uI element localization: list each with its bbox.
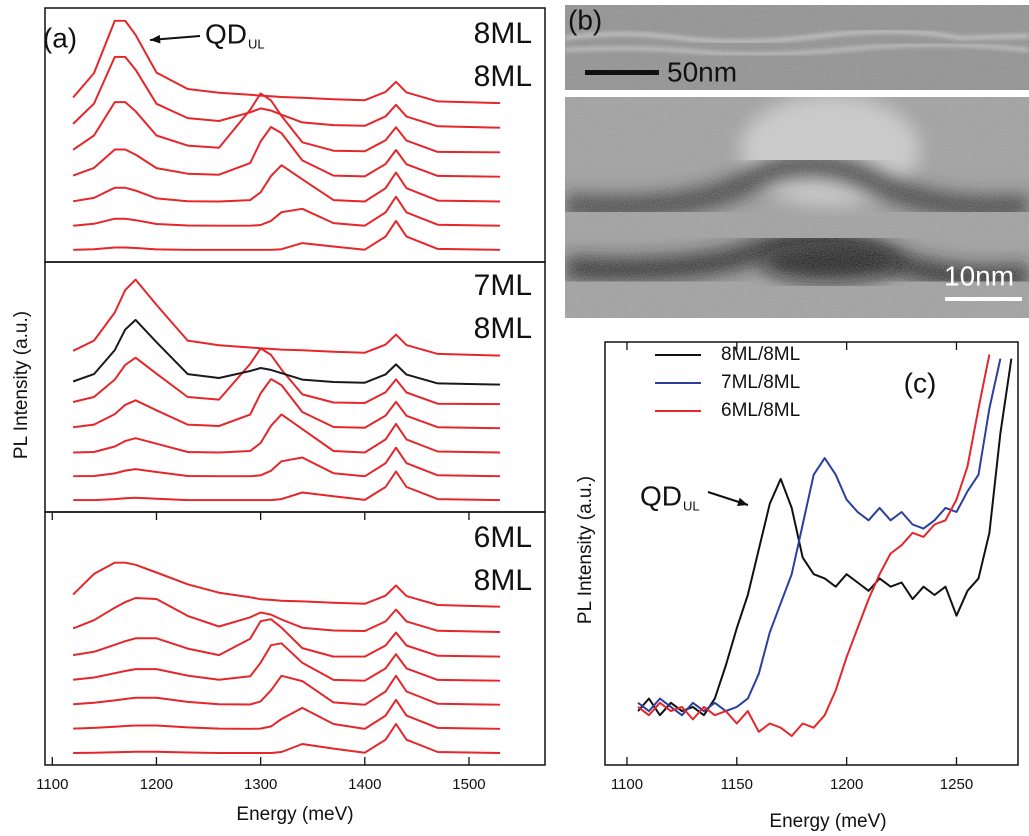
x-tick-label: 1100: [611, 776, 643, 793]
annotation-subscript: UL: [248, 36, 265, 51]
spectrum-line: [73, 414, 500, 452]
panel-label: (a): [43, 22, 77, 53]
x-tick-label: 1100: [36, 776, 68, 793]
spectrum-line: [638, 354, 989, 736]
layer-label: 8ML: [474, 564, 532, 597]
scale-label: 50nm: [667, 56, 737, 87]
x-tick-label: 1250: [940, 776, 973, 793]
x-tick-label: 1200: [830, 776, 863, 793]
spectrum-line: [73, 598, 500, 632]
spectrum-line: [73, 21, 500, 103]
panel-label: (b): [568, 4, 602, 35]
legend-label: 7ML/8ML: [721, 372, 800, 393]
layer-label: 6ML: [474, 521, 532, 554]
x-tick-label: 1200: [140, 776, 173, 793]
tem-image-top: [565, 5, 1029, 90]
plot-frame: [44, 511, 546, 766]
x-axis-label: Energy (meV): [236, 804, 353, 825]
tem-image-bottom: [565, 97, 1029, 318]
y-axis-label: PL Intensity (a.u.): [11, 311, 32, 459]
x-tick-label: 1500: [452, 776, 485, 793]
layer-label: 8ML: [474, 60, 532, 93]
scale-bar: [585, 70, 659, 75]
spectrum-line: [73, 724, 500, 753]
x-tick-label: 1400: [348, 776, 381, 793]
annotation: QD: [205, 18, 247, 49]
spectrum-line: [73, 221, 500, 250]
spectrum-line: [73, 197, 500, 226]
spectrum-line: [73, 93, 500, 152]
scale-label: 10nm: [944, 260, 1014, 291]
plot-frame: [44, 7, 546, 263]
spectrum-line: [73, 127, 500, 177]
layer-label: 8ML: [474, 312, 532, 345]
spectrum-line: [73, 700, 500, 729]
annotation: QD: [640, 480, 682, 511]
spectrum-line: [73, 676, 500, 705]
legend-label: 8ML/8ML: [721, 344, 800, 365]
x-tick-label: 1150: [721, 776, 753, 793]
plot-frame: [604, 341, 1019, 766]
spectrum-line: [73, 57, 500, 128]
spectrum-line: [73, 643, 500, 680]
x-tick-label: 1300: [244, 776, 277, 793]
spectrum-line: [73, 448, 500, 477]
layer-label: 8ML: [474, 17, 532, 50]
panel-label: (c): [904, 367, 937, 398]
legend-label: 6ML/8ML: [721, 400, 800, 421]
annotation-subscript: UL: [683, 498, 700, 513]
spectrum-line: [73, 379, 500, 428]
x-axis-label: Energy (meV): [769, 811, 886, 832]
spectrum-line: [73, 348, 500, 404]
spectrum-line: [638, 359, 1011, 716]
annotation-arrowhead: [150, 34, 161, 44]
y-axis-label: PL Intensity (a.u.): [575, 476, 596, 624]
spectrum-line: [638, 359, 1000, 716]
layer-label: 7ML: [474, 269, 532, 302]
spectrum-line: [73, 472, 500, 501]
spectrum-line: [73, 619, 500, 656]
spectrum-line: [73, 280, 500, 356]
scale-bar: [945, 297, 1022, 301]
spectrum-line: [73, 563, 500, 607]
spectrum-line: [73, 165, 500, 201]
spectrum-line: [73, 320, 500, 385]
annotation-arrowhead: [737, 497, 748, 506]
